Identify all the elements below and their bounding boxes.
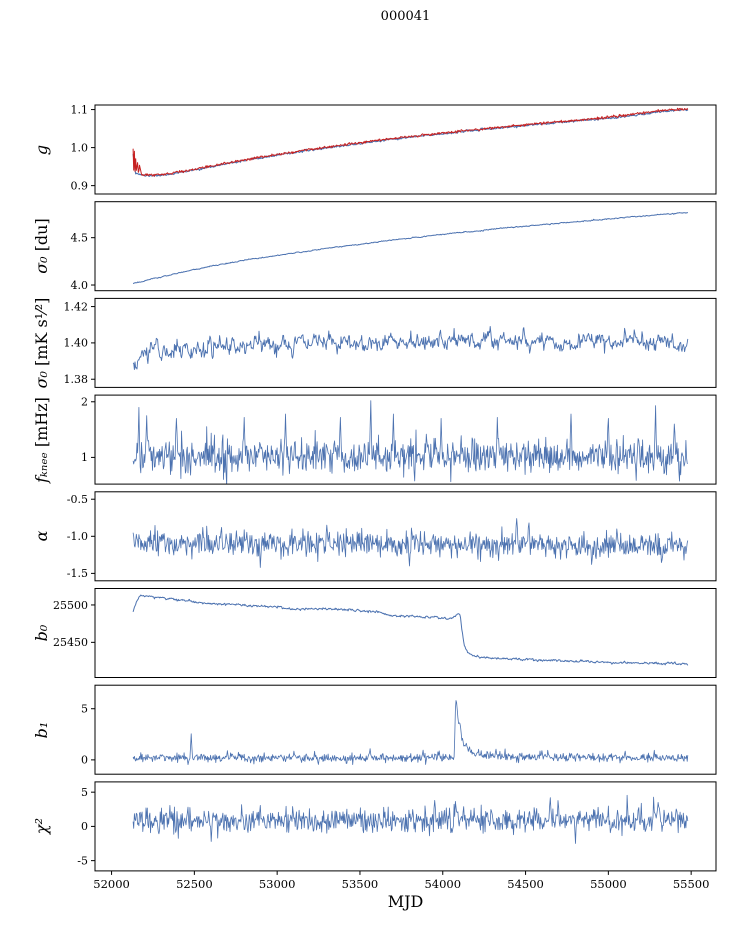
y-tick-label: 1.0 xyxy=(71,141,89,154)
y-tick-label: 5 xyxy=(81,703,88,716)
subplot-frame-3 xyxy=(94,394,717,485)
subplot-frame-1 xyxy=(94,201,717,292)
xlabel: MJD xyxy=(387,892,424,911)
y-tick-label: -0.5 xyxy=(67,493,88,506)
ylabel-var: χ² xyxy=(32,818,51,835)
y-tick-label: 1.1 xyxy=(71,103,89,116)
y-tick-label: 1.40 xyxy=(64,337,89,350)
x-tick-label: 55000 xyxy=(590,877,627,891)
x-tick-label: 54000 xyxy=(424,877,461,891)
x-tick-label: 53500 xyxy=(342,877,379,891)
x-tick-label: 55500 xyxy=(673,877,710,891)
y-tick-label: -1.5 xyxy=(67,567,88,580)
subplot-frame-4 xyxy=(94,491,717,582)
series-sigma0-rate xyxy=(132,326,689,370)
subplot-frame-5 xyxy=(94,588,717,678)
y-tick-label: 5 xyxy=(81,786,88,799)
series-alpha xyxy=(132,518,689,568)
y-tick-label: 2 xyxy=(81,396,88,409)
y-tick-label: 1.38 xyxy=(64,373,89,386)
y-tick-label: 25450 xyxy=(53,636,88,649)
y-tick-label: 4.5 xyxy=(71,231,89,244)
y-tick-label: 1 xyxy=(81,451,88,464)
y-tick-label: -1.0 xyxy=(67,530,88,543)
subplot-frame-0 xyxy=(94,104,717,195)
x-tick-label: 53000 xyxy=(259,877,296,891)
y-tick-label: 1.42 xyxy=(64,300,89,313)
series-sigma0-du xyxy=(133,212,689,284)
series-b0 xyxy=(132,594,689,666)
x-tick-label: 52500 xyxy=(176,877,213,891)
y-tick-label: 0 xyxy=(81,754,88,767)
x-tick-label: 54500 xyxy=(507,877,544,891)
y-tick-label: 0 xyxy=(81,820,88,833)
y-tick-label: 25500 xyxy=(53,599,88,612)
figure-title: 000041 xyxy=(380,9,431,24)
y-tick-label: 0.9 xyxy=(71,179,89,192)
series-b1 xyxy=(132,700,689,766)
series-fknee xyxy=(132,400,688,485)
series-g-blue xyxy=(132,108,689,178)
series-g-red xyxy=(132,107,689,177)
x-tick-label: 52000 xyxy=(93,877,130,891)
subplot-frame-6 xyxy=(94,684,717,775)
y-tick-label: 4.0 xyxy=(71,279,89,292)
y-tick-label: -5 xyxy=(77,854,88,867)
ylabel-chi2: χ² xyxy=(32,716,52,936)
series-chi2 xyxy=(132,794,689,844)
